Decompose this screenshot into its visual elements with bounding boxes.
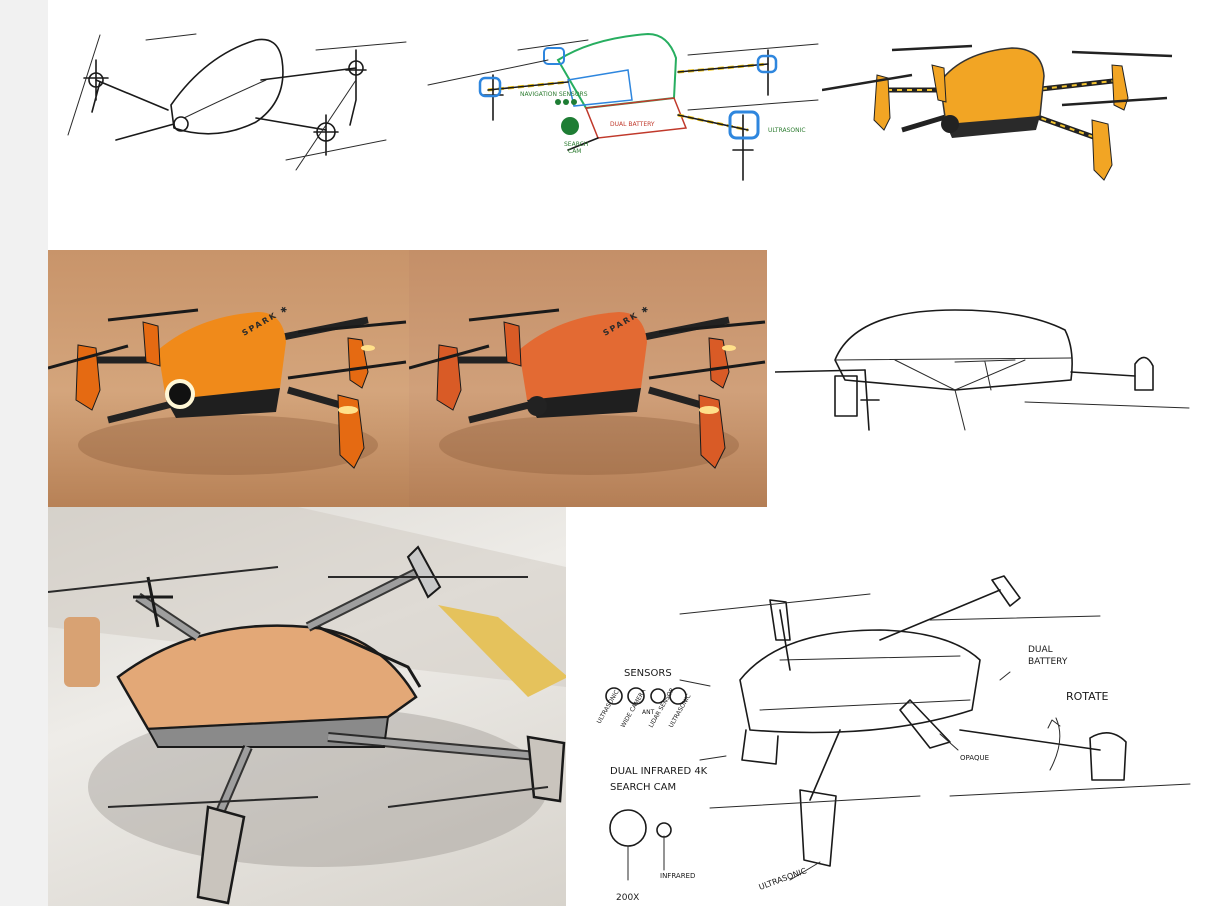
foam-model-photo-panel [48, 507, 566, 906]
drone-line-sketch [67, 33, 407, 171]
orange-render-lens-panel: SPARK ✱ [48, 250, 409, 507]
yellow-render-sketch-panel [822, 20, 1182, 200]
search-cam-label-line1: DUAL INFRARED 4K [610, 766, 708, 777]
search-cam-note-line2: CAM [568, 148, 581, 155]
sensors-label: SENSORS [624, 668, 672, 679]
ultrasonic-note: ULTRASONIC [768, 127, 806, 134]
left-gutter [0, 0, 48, 906]
opaque-label: OPAQUE [960, 754, 989, 762]
search-cam-note-line1: SEARCH [564, 141, 588, 148]
line-sketch-panel [56, 20, 416, 200]
drone-annotated-sketch: NAVIGATION SENSORS DUAL BATTERY ULTRASON… [427, 32, 819, 181]
drone-final-sketch: SENSORS ULTRASONIC WIDE CAMERA ANT LIDAR… [596, 575, 1191, 903]
battery-note: DUAL BATTERY [610, 121, 655, 128]
navigation-sensors-note: NAVIGATION SENSORS [520, 91, 588, 98]
annotated-final-sketch-panel: SENSORS ULTRASONIC WIDE CAMERA ANT LIDAR… [580, 560, 1191, 906]
drone-render-red-orange: SPARK ✱ [409, 303, 766, 475]
drone-side-sketch [775, 309, 1190, 431]
ultrasonic-label: ULTRASONIC [758, 866, 809, 892]
side-line-sketch-panel [775, 300, 1191, 440]
foam-drone-model-overlay [48, 507, 566, 905]
search-cam-label-line2: SEARCH CAM [610, 782, 676, 793]
rotate-label: ROTATE [1066, 690, 1109, 703]
drone-yellow-sketch [822, 44, 1173, 181]
dual-battery-label-line2: BATTERY [1028, 657, 1068, 667]
dual-battery-label-line1: DUAL [1028, 645, 1053, 655]
annotated-color-sketch-panel: NAVIGATION SENSORS DUAL BATTERY ULTRASON… [418, 20, 820, 200]
sensor-label-1: ULTRASONIC [596, 689, 621, 725]
drone-render-orange: SPARK ✱ [48, 303, 407, 475]
infrared-label: INFRARED [660, 872, 695, 880]
zoom-label: 200X [616, 893, 639, 903]
orange-render-camera-panel: SPARK ✱ [409, 250, 767, 507]
sensor-label-3: ANT [642, 709, 655, 716]
